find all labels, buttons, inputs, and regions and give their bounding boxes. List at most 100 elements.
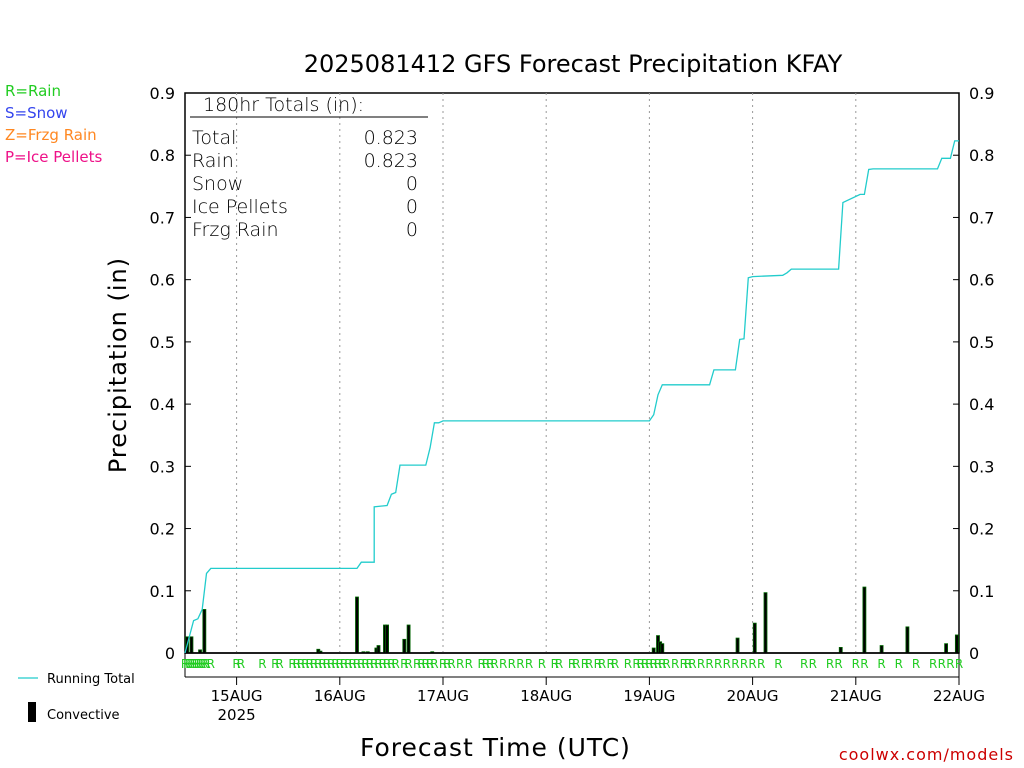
credit-link[interactable]: coolwx.com/models: [838, 745, 1014, 764]
precip-type-marker: R: [516, 657, 524, 671]
y-tick-label-right: 0.3: [969, 457, 994, 476]
precip-type-marker: R: [705, 657, 713, 671]
precip-type-marker: R: [192, 657, 200, 671]
precip-type-marker: R: [392, 657, 400, 671]
precip-type-marker: R: [318, 657, 326, 671]
x-tick-label: 16AUG: [314, 687, 366, 705]
precip-type-marker: R: [662, 657, 670, 671]
precip-type-marker: R: [357, 657, 365, 671]
precip-type-marker: R: [594, 657, 602, 671]
convective-bar: [202, 609, 207, 654]
y-tick-label-left: 0.4: [150, 395, 175, 414]
running-total-line: [184, 140, 959, 654]
y-tick-label-left: 0.8: [150, 146, 175, 165]
precip-type-marker: R: [306, 657, 314, 671]
precip-type-marker: R: [731, 657, 739, 671]
precip-type-marker: R: [641, 657, 649, 671]
precip-type-marker: R: [680, 657, 688, 671]
precip-type-marker: R: [748, 657, 756, 671]
x-tick-label: 20AUG: [727, 687, 779, 705]
y-tick-label-right: 0.6: [969, 271, 994, 290]
precip-type-marker: R: [293, 657, 301, 671]
precip-type-marker: R: [486, 657, 494, 671]
precip-type-marker: R: [447, 657, 455, 671]
precip-type-marker: R: [658, 657, 666, 671]
precip-type-marker: R: [654, 657, 662, 671]
precip-type-marker: R: [538, 657, 546, 671]
precip-type-marker: R: [877, 657, 885, 671]
precip-type-marker: R: [607, 657, 615, 671]
precip-type-marker: R: [400, 657, 408, 671]
convective-bar: [355, 596, 359, 654]
precip-type-marker: R: [946, 657, 954, 671]
convective-bar: [862, 586, 867, 654]
x-axis-label: Forecast Time (UTC): [360, 733, 631, 762]
convective-legend-swatch: [28, 702, 36, 722]
precip-type-marker: R: [508, 657, 516, 671]
convective-bar: [660, 643, 665, 654]
precip-type-marker: R: [232, 657, 240, 671]
precip-type-marker: R: [852, 657, 860, 671]
precip-type-marker: R: [413, 657, 421, 671]
precip-type-marker: R: [189, 657, 197, 671]
precip-type-marker: R: [200, 657, 208, 671]
precip-type-marker: R: [430, 657, 438, 671]
precip-type-marker: R: [650, 657, 658, 671]
totals-header: 180hr Totals (in):: [203, 94, 364, 116]
precip-type-marker: R: [370, 657, 378, 671]
precip-type-marker: R: [581, 657, 589, 671]
precip-type-marker: R: [456, 657, 464, 671]
precip-type-marker: R: [310, 657, 318, 671]
precip-type-marker: R: [714, 657, 722, 671]
convective-bar: [879, 645, 884, 654]
convective-bar: [189, 636, 194, 654]
chart-title: 2025081412 GFS Forecast Precipitation KF…: [303, 50, 843, 78]
x-tick-sublabel: 2025: [218, 706, 256, 724]
precip-type-marker: R: [374, 657, 382, 671]
y-tick-label-left: 0.9: [150, 84, 175, 103]
totals-row-label: Frzg Rain: [192, 219, 279, 241]
y-tick-label-left: 0.5: [150, 333, 175, 352]
precip-type-marker: R: [353, 657, 361, 671]
convective-bar: [376, 645, 381, 654]
precip-type-marker: R: [478, 657, 486, 671]
y-tick-label-right: 0.1: [969, 582, 994, 601]
precip-type-marker: R: [439, 657, 447, 671]
legend-ice-pellets: P=Ice Pellets: [5, 148, 103, 166]
precip-type-marker: R: [490, 657, 498, 671]
precip-type-marker: R: [684, 657, 692, 671]
totals-row-value: 0: [406, 173, 418, 195]
y-tick-label-right: 0.5: [969, 333, 994, 352]
precip-type-marker: R: [637, 657, 645, 671]
legend-freezing-rain: Z=Frzg Rain: [5, 126, 97, 144]
y-tick-label-right: 0: [969, 644, 979, 663]
precip-type-marker: R: [181, 657, 189, 671]
totals-row-label: Total: [192, 127, 236, 149]
precip-type-marker: R: [697, 657, 705, 671]
precip-type-marker: R: [499, 657, 507, 671]
precip-type-marker: R: [361, 657, 369, 671]
totals-row-label: Ice Pellets: [192, 196, 288, 218]
precip-type-marker: R: [585, 657, 593, 671]
precip-type-marker: R: [740, 657, 748, 671]
y-tick-label-right: 0.9: [969, 84, 994, 103]
precip-type-marker: R: [202, 657, 210, 671]
y-tick-label-left: 0.2: [150, 520, 175, 539]
precip-type-marker: R: [194, 657, 202, 671]
totals-row-label: Snow: [192, 173, 243, 195]
precip-type-marker: R: [551, 657, 559, 671]
x-tick-label: 15AUG: [211, 687, 263, 705]
precip-type-marker: R: [826, 657, 834, 671]
precip-type-marker: R: [671, 657, 679, 671]
precip-type-marker: R: [198, 657, 206, 671]
precip-type-marker: R: [185, 657, 193, 671]
precip-type-marker: R: [572, 657, 580, 671]
precip-type-marker: R: [929, 657, 937, 671]
x-tick-label: 19AUG: [623, 687, 675, 705]
running-total-legend-label: Running Total: [47, 672, 135, 687]
y-tick-label-left: 0.1: [150, 582, 175, 601]
totals-row-value: 0: [406, 219, 418, 241]
precip-type-marker: R: [387, 657, 395, 671]
precip-type-marker: R: [404, 657, 412, 671]
